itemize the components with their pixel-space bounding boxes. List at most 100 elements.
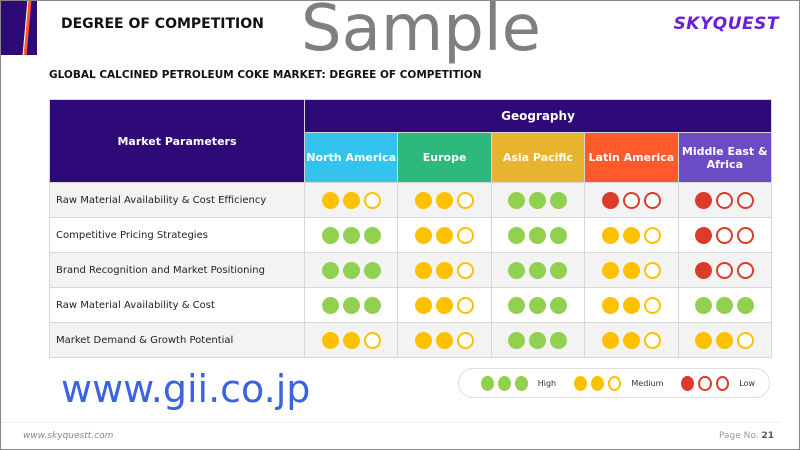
legend-low-dot (681, 375, 695, 391)
empty-dot (363, 331, 381, 349)
region-header: Europe (397, 132, 492, 183)
rating-dots (492, 331, 584, 349)
footer-url[interactable]: www.skyquestt.com (23, 431, 114, 441)
filled-dot (529, 191, 547, 209)
filled-dot (550, 331, 568, 349)
rating-dots (398, 261, 490, 279)
rating-cell-high (303, 252, 399, 288)
corner-accent (1, 1, 37, 55)
legend-medium-label: Medium (631, 378, 664, 388)
empty-dot (457, 261, 475, 279)
legend-medium-dot (591, 375, 604, 391)
filled-dot (436, 331, 454, 349)
filled-dot (436, 191, 454, 209)
filled-dot (415, 296, 433, 314)
filled-dot (529, 261, 547, 279)
rating-dots (305, 331, 397, 349)
filled-dot (342, 296, 360, 314)
rating-cell-medium (397, 252, 492, 288)
filled-dot (508, 296, 526, 314)
rating-cell-medium (397, 217, 492, 253)
empty-dot (643, 226, 661, 244)
rating-dots (679, 331, 771, 349)
filled-dot (342, 261, 360, 279)
filled-dot (342, 191, 360, 209)
empty-dot (363, 191, 381, 209)
rating-dots (305, 296, 397, 314)
filled-dot (622, 261, 640, 279)
rating-cell-low (677, 182, 773, 218)
legend-high-label: High (537, 378, 557, 388)
filled-dot (716, 331, 734, 349)
rating-dots (492, 261, 584, 279)
filled-dot (508, 261, 526, 279)
rating-dots (305, 226, 397, 244)
rating-cell-high (303, 287, 399, 323)
rating-cell-high (490, 287, 586, 323)
filled-dot (695, 331, 713, 349)
rating-cell-low (677, 252, 773, 288)
page-number-value: 21 (761, 431, 774, 441)
rating-cell-medium (584, 252, 679, 288)
region-header: Latin America (584, 132, 679, 183)
filled-dot (436, 296, 454, 314)
parameter-cell: Raw Material Availability & Cost (49, 287, 305, 323)
filled-dot (321, 191, 339, 209)
sample-watermark: Sample (301, 0, 541, 66)
page-label: Page No. (719, 431, 759, 441)
table-row: Market Demand & Growth Potential (49, 322, 773, 358)
filled-dot (601, 226, 619, 244)
filled-dot (601, 331, 619, 349)
legend-high-dot (481, 375, 494, 391)
filled-dot (363, 226, 381, 244)
rating-dots (679, 261, 771, 279)
filled-dot (436, 261, 454, 279)
filled-dot (622, 296, 640, 314)
region-header: Asia Pacific (490, 132, 586, 183)
legend-medium-dot (574, 375, 588, 391)
legend-high-dot (514, 375, 528, 391)
filled-dot (529, 226, 547, 244)
empty-dot (622, 191, 640, 209)
rating-dots (585, 331, 677, 349)
empty-dot (737, 226, 755, 244)
empty-dot (457, 331, 475, 349)
filled-dot (321, 331, 339, 349)
rating-cell-high (490, 182, 586, 218)
rating-cell-medium (584, 287, 679, 323)
page-number: Page No. 21 (719, 431, 774, 441)
filled-dot (342, 226, 360, 244)
rating-cell-high (677, 287, 773, 323)
rating-cell-low (677, 217, 773, 253)
skyquest-logo: SKYQUEST (673, 14, 779, 34)
empty-dot (716, 191, 734, 209)
empty-dot (643, 191, 661, 209)
legend-high-dot (497, 375, 511, 391)
rating-cell-medium (397, 182, 492, 218)
region-header: Middle East & Africa (677, 132, 773, 183)
filled-dot (342, 331, 360, 349)
rating-cell-high (303, 217, 399, 253)
rating-dots (305, 191, 397, 209)
filled-dot (550, 261, 568, 279)
filled-dot (508, 226, 526, 244)
filled-dot (622, 331, 640, 349)
rating-dots (679, 296, 771, 314)
filled-dot (321, 226, 339, 244)
filled-dot (550, 191, 568, 209)
empty-dot (457, 191, 475, 209)
filled-dot (550, 296, 568, 314)
legend-medium-dot (607, 375, 622, 391)
filled-dot (436, 226, 454, 244)
filled-dot (622, 226, 640, 244)
empty-dot (737, 261, 755, 279)
table-row: Raw Material Availability & Cost Efficie… (49, 182, 773, 218)
rating-dots (492, 296, 584, 314)
rating-dots (492, 191, 584, 209)
table-row: Raw Material Availability & Cost (49, 287, 773, 323)
legend: High Medium Low (458, 368, 770, 398)
rating-dots (398, 296, 490, 314)
filled-dot (363, 296, 381, 314)
empty-dot (457, 296, 475, 314)
empty-dot (457, 226, 475, 244)
